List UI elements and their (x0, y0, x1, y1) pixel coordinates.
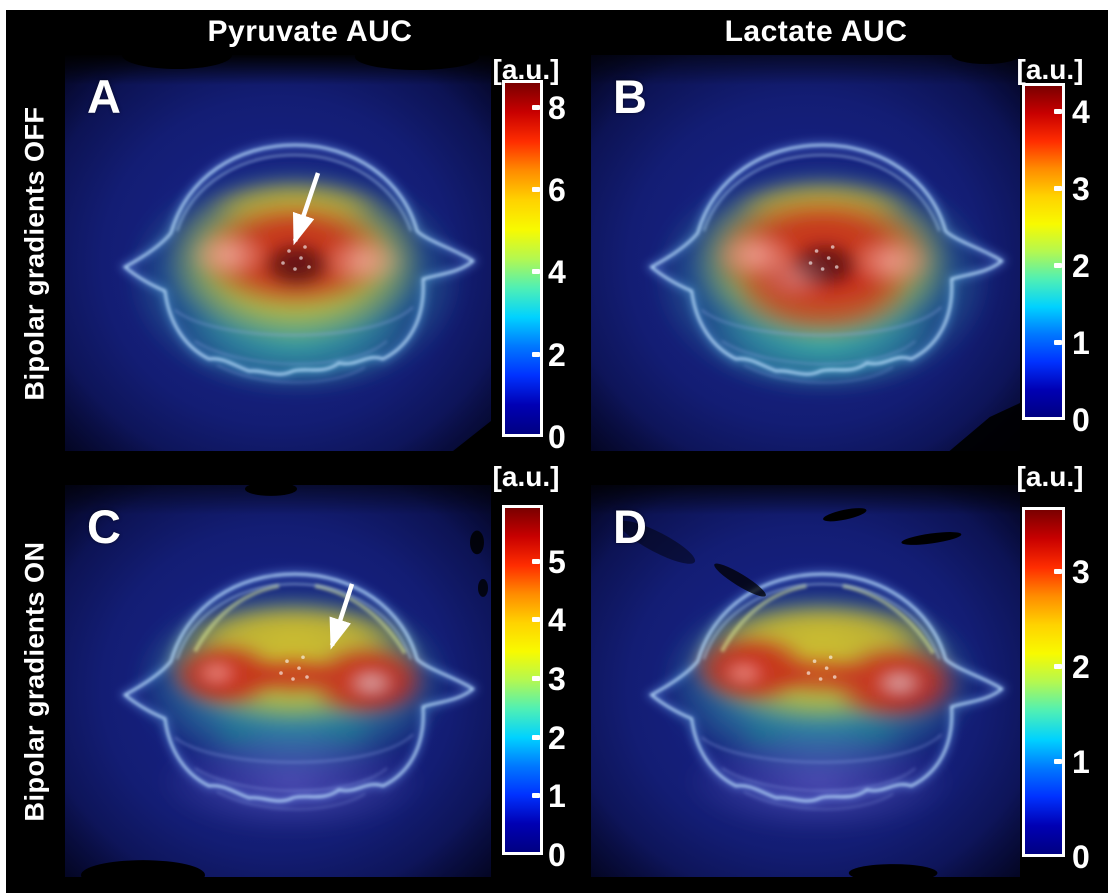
colorbar-tick-label: 6 (548, 172, 566, 209)
colorbar-unit-label: [a.u.] (492, 54, 560, 85)
panel-c-pyruvate-on: C (65, 485, 491, 877)
mri-heatmap-image-d (591, 485, 1020, 877)
row-header-label: Bipolar gradients ON (20, 540, 51, 822)
colorbar-tick-mark (532, 269, 540, 275)
colorbar-tick-label: 1 (548, 778, 566, 815)
colorbar-gradient (1022, 83, 1065, 420)
mri-heatmap-image-c (65, 485, 491, 877)
colorbar-tick-label: 4 (548, 602, 566, 639)
mri-heatmap-image-a (65, 55, 491, 451)
colorbar-tick-mark (1054, 758, 1062, 764)
colorbar-gradient (502, 80, 543, 437)
colorbar-unit-label: [a.u.] (1016, 461, 1084, 492)
colorbar-tick-mark (532, 558, 540, 564)
colorbar-tick-label: 4 (1072, 93, 1090, 130)
colorbar-tick-mark (532, 793, 540, 799)
colorbar-tick-mark (1054, 339, 1062, 345)
colorbar-tick-label: 0 (548, 419, 566, 455)
colorbar-tick-label: 4 (548, 254, 566, 291)
panel-d-lactate-on: D (591, 485, 1020, 877)
colorbar-tick-mark (532, 187, 540, 193)
column-header-pyruvate-auc: Pyruvate AUC (207, 15, 413, 48)
row-header-bipolar-gradients-on: Bipolar gradients ON (6, 485, 65, 877)
colorbar-tick-label: 1 (1072, 324, 1090, 361)
colorbar-tick-mark (532, 617, 540, 623)
colorbar-tick-mark (1054, 108, 1062, 114)
colorbar-tick-label: 1 (1072, 743, 1090, 780)
colorbar-tick-mark (1054, 262, 1062, 268)
colorbar-tick-label: 8 (548, 89, 566, 126)
colorbar-b: [a.u.] 4 3 2 1 0 (1000, 55, 1113, 452)
colorbar-tick-label: 5 (548, 543, 566, 580)
column-header-lactate-auc: Lactate AUC (724, 15, 908, 48)
colorbar-a: [a.u.] 8 6 4 2 0 (480, 54, 600, 456)
row-header-label: Bipolar gradients OFF (20, 106, 50, 401)
colorbar-tick-mark (532, 676, 540, 682)
colorbar-tick-label: 3 (1072, 170, 1090, 207)
colorbar-tick-label: 2 (548, 719, 566, 756)
colorbar-unit-label: [a.u.] (1016, 54, 1084, 85)
panel-letter-d: D (613, 500, 647, 553)
colorbar-c: [a.u.] 5 4 3 2 1 0 (480, 462, 600, 885)
colorbar-tick-label: 0 (1072, 839, 1090, 875)
panel-b-lactate-off: B (591, 55, 1020, 451)
colorbar-tick-mark (1054, 568, 1062, 574)
colorbar-tick-label: 2 (1072, 648, 1090, 685)
colorbar-tick-label: 3 (1072, 553, 1090, 590)
colorbar-tick-mark (1054, 663, 1062, 669)
annotation-arrow (292, 172, 321, 246)
panel-letter-b: B (613, 70, 647, 123)
row-header-bipolar-gradients-off: Bipolar gradients OFF (6, 55, 65, 452)
panel-letter-c: C (87, 500, 121, 553)
colorbar-tick-label: 3 (548, 661, 566, 698)
colorbar-tick-mark (532, 351, 540, 357)
colorbar-tick-label: 0 (548, 837, 566, 873)
colorbar-tick-label: 2 (1072, 247, 1090, 284)
colorbar-tick-mark (1054, 185, 1062, 191)
panel-letter-a: A (87, 70, 121, 123)
annotation-arrow (329, 583, 355, 650)
colorbar-tick-label: 0 (1072, 402, 1090, 438)
colorbar-d: [a.u.] 3 2 1 0 (1000, 462, 1113, 885)
colorbar-tick-label: 2 (548, 336, 566, 373)
colorbar-gradient (1022, 507, 1065, 857)
colorbar-tick-mark (532, 104, 540, 110)
colorbar-unit-label: [a.u.] (492, 461, 560, 492)
colorbar-tick-mark (532, 734, 540, 740)
panel-a-pyruvate-off: A (65, 55, 491, 451)
mri-heatmap-image-b (591, 55, 1020, 451)
